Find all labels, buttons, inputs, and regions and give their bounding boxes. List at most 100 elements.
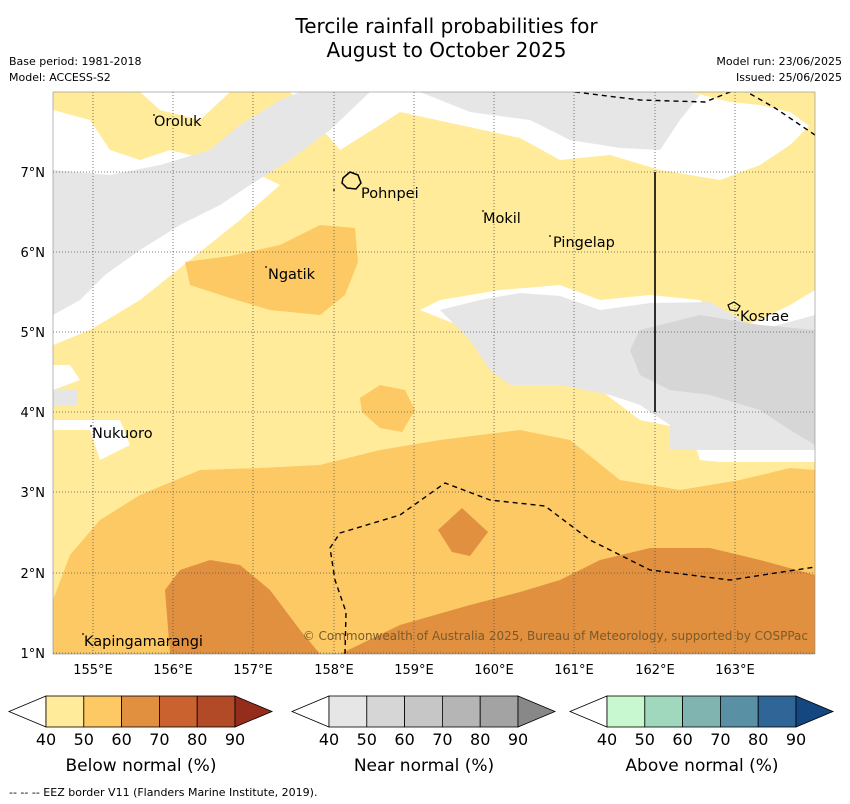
colorbar-segment [404, 695, 443, 728]
place-marker [549, 235, 551, 237]
place-label-pingelap: Pingelap [553, 235, 615, 251]
colorbar-segment [158, 695, 198, 728]
probability-field [53, 92, 815, 654]
place-marker [333, 189, 335, 191]
place-marker [482, 210, 484, 212]
kosrae-island-shape [727, 301, 741, 312]
y-axis-ticks: 7°N 6°N 5°N 4°N 3°N 2°N 1°N [21, 166, 46, 662]
below-normal-40-50-top-right [690, 92, 815, 130]
colorbar-segment [196, 695, 236, 728]
grid-lines [53, 92, 815, 654]
colorbar-label-above: Above normal (%) [625, 756, 779, 776]
x-tick-label: 159°E [394, 663, 434, 678]
colorbar-tick-label: 90 [508, 730, 528, 749]
y-tick-label: 6°N [21, 246, 46, 261]
near-normal-40-50-region-southwest [53, 390, 78, 405]
x-tick-label: 156°E [153, 663, 193, 678]
y-tick-label: 1°N [21, 647, 46, 662]
colorbar-extend-high [795, 695, 835, 728]
colorbar-segment [720, 695, 759, 728]
place-label-mokil: Mokil [483, 211, 521, 227]
colorbar-tick-label: 60 [672, 730, 692, 749]
near-normal-40-50-region-north [400, 92, 700, 150]
colorbars: 40 50 60 70 80 90 40 50 60 70 80 90 40 50 60 70 80 90 [7, 695, 835, 749]
meta-right: Model run: 23/06/2025 Issued: 25/06/2025 [716, 54, 842, 86]
colorbar-tick-label: 40 [597, 730, 617, 749]
x-tick-label: 155°E [73, 663, 113, 678]
model-run: Model run: 23/06/2025 [716, 55, 842, 68]
colorbar-segment [757, 695, 797, 728]
colorbar-tick-label: 60 [394, 730, 414, 749]
colorbar-extend-low [568, 695, 608, 728]
x-axis-ticks: 155°E 156°E 157°E 158°E 159°E 160°E 161°E 162°E… [73, 663, 755, 678]
eez-border-south [329, 482, 815, 654]
below-normal-50-60-region-ngatik [185, 225, 358, 315]
x-tick-label: 162°E [635, 663, 675, 678]
colorbar-tick-label: 90 [786, 730, 806, 749]
place-marker [82, 633, 84, 635]
colorbar-extend-low [7, 695, 47, 728]
colorbar-segment [644, 695, 683, 728]
colorbar-0: 40 50 60 70 80 90 [7, 695, 274, 749]
colorbar-tick-label: 80 [748, 730, 768, 749]
colorbar-segment [441, 695, 481, 728]
colorbar-label-below: Below normal (%) [65, 756, 217, 776]
y-tick-label: 7°N [21, 166, 46, 181]
y-tick-label: 3°N [21, 486, 46, 501]
pohnpei-island-shape [341, 171, 362, 190]
meta-left: Base period: 1981-2018 Model: ACCESS-S2 [9, 54, 141, 86]
colorbar-segment [83, 695, 123, 728]
place-marker [265, 266, 267, 268]
place-label-nukuoro: Nukuoro [92, 426, 153, 442]
below-normal-60-70-region-east [340, 548, 815, 654]
place-label-pohnpei: Pohnpei [361, 186, 419, 202]
colorbar-tick-label: 90 [225, 730, 245, 749]
colorbar-segment [366, 695, 405, 728]
near-normal-40-50-region-west [53, 92, 370, 315]
colorbar-tick-label: 50 [74, 730, 94, 749]
place-marker [90, 425, 92, 427]
eez-border-north [574, 92, 815, 136]
colorbar-tick-label: 40 [319, 730, 339, 749]
colorbar-segment [682, 695, 721, 728]
colorbar-tick-label: 70 [710, 730, 730, 749]
colorbar-tick-label: 70 [149, 730, 169, 749]
title-line-2: August to October 2025 [326, 38, 567, 62]
place-marker [737, 314, 739, 316]
place-labels: Oroluk Pohnpei Mokil Pingelap Ngatik Kosrae Nu… [82, 114, 789, 650]
x-tick-label: 157°E [233, 663, 273, 678]
colorbar-segment [328, 695, 368, 728]
issued-date: Issued: 25/06/2025 [735, 71, 842, 84]
title-line-1: Tercile rainfall probabilities for [295, 14, 598, 38]
colorbar-segment [45, 695, 85, 728]
colorbar-1: 40 50 60 70 80 90 [290, 695, 557, 749]
colorbar-segment [121, 695, 160, 728]
model-name: Model: ACCESS-S2 [9, 71, 111, 84]
place-marker [153, 114, 155, 116]
colorbar-extend-high [234, 695, 274, 728]
colorbar-tick-label: 50 [357, 730, 377, 749]
colorbar-extend-high [517, 695, 557, 728]
colorbar-segment [479, 695, 519, 728]
place-label-oroluk: Oroluk [154, 114, 202, 130]
y-tick-label: 2°N [21, 567, 46, 582]
chart-title: Tercile rainfall probabilities for Augus… [0, 14, 850, 62]
colorbar-tick-label: 50 [635, 730, 655, 749]
place-label-kapingamarangi: Kapingamarangi [84, 634, 203, 650]
colorbar-tick-label: 40 [36, 730, 56, 749]
colorbar-extend-low [290, 695, 330, 728]
base-period: Base period: 1981-2018 [9, 55, 142, 68]
place-label-ngatik: Ngatik [268, 267, 316, 283]
y-tick-label: 5°N [21, 326, 46, 341]
below-normal-60-70-region-patch [438, 508, 488, 556]
place-label-kosrae: Kosrae [740, 309, 789, 325]
copyright-text: © Commonwealth of Australia 2025, Bureau… [303, 629, 808, 643]
x-tick-label: 163°E [715, 663, 755, 678]
colorbar-segment [606, 695, 646, 728]
x-tick-label: 161°E [554, 663, 594, 678]
x-tick-label: 160°E [474, 663, 514, 678]
below-normal-60-70-region [165, 560, 320, 654]
eez-border [329, 92, 815, 654]
colorbar-2: 40 50 60 70 80 90 [568, 695, 835, 749]
